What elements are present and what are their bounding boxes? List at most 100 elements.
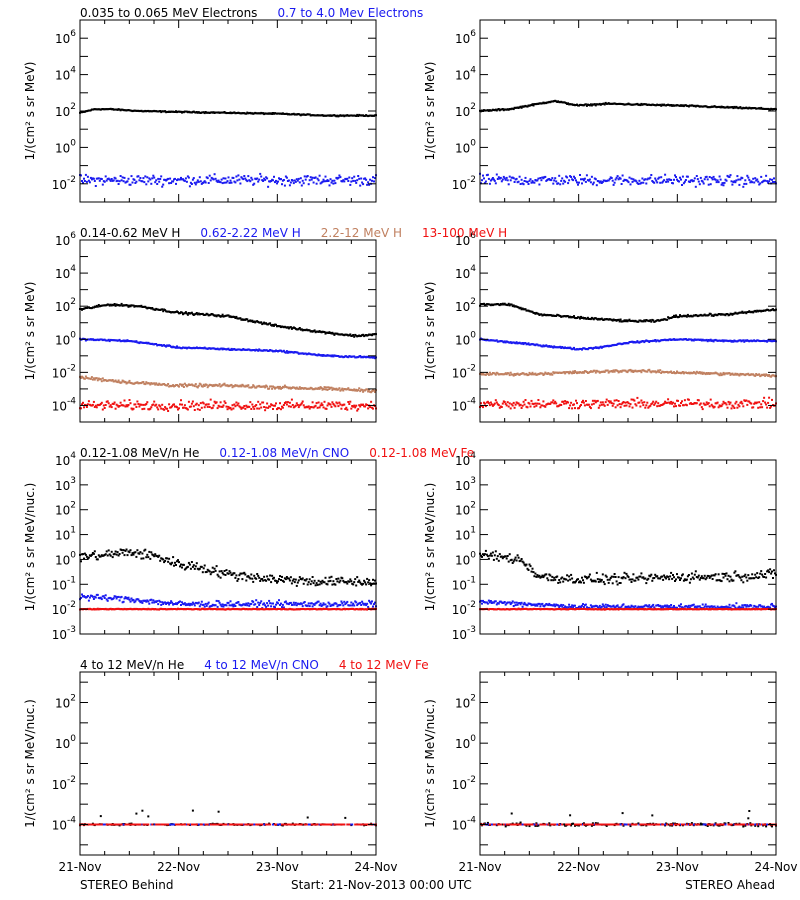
data-point — [305, 578, 308, 581]
data-point — [346, 177, 349, 180]
data-point — [226, 180, 229, 183]
data-point — [253, 385, 256, 388]
data-point — [326, 605, 329, 608]
data-point — [218, 405, 221, 408]
data-point — [625, 404, 628, 407]
data-point — [157, 408, 160, 411]
data-point — [162, 558, 165, 561]
data-point — [278, 407, 280, 410]
data-point — [587, 403, 590, 406]
data-point — [651, 579, 654, 582]
data-point — [612, 369, 615, 372]
data-point — [152, 599, 155, 602]
data-point — [321, 579, 324, 582]
data-point — [221, 182, 224, 185]
data-point — [748, 400, 751, 403]
data-point — [84, 553, 87, 556]
data-point — [507, 560, 510, 563]
data-point — [135, 406, 138, 408]
data-point — [631, 578, 634, 581]
data-point — [512, 374, 515, 377]
data-point — [186, 408, 189, 411]
data-point — [321, 604, 324, 607]
data-point — [578, 316, 580, 319]
data-point — [332, 403, 335, 405]
data-point — [303, 601, 306, 603]
data-point — [510, 558, 513, 561]
data-point — [217, 179, 220, 182]
data-point — [706, 178, 709, 181]
data-point — [236, 404, 239, 407]
data-point — [80, 407, 82, 410]
data-point — [330, 405, 333, 408]
y-tick-label: 10-2 — [452, 175, 476, 192]
data-point — [623, 404, 626, 407]
y-tick-label: 100 — [55, 138, 76, 155]
data-point — [256, 407, 259, 410]
y-tick-label: 102 — [55, 102, 76, 119]
data-point — [324, 576, 327, 579]
data-point — [199, 402, 202, 405]
data-point — [557, 182, 560, 185]
data-point — [85, 555, 88, 558]
data-point — [287, 179, 290, 182]
data-point — [280, 579, 282, 581]
data-point — [626, 179, 629, 182]
data-point — [167, 601, 170, 604]
data-point — [257, 349, 260, 352]
data-point — [658, 371, 661, 374]
data-point — [754, 177, 757, 180]
data-point — [156, 600, 159, 603]
data-point — [187, 400, 190, 403]
data-point — [559, 345, 562, 348]
data-point — [215, 599, 218, 602]
data-point — [316, 177, 319, 180]
data-point — [574, 370, 576, 373]
data-point — [577, 183, 579, 186]
data-point — [560, 404, 563, 406]
data-point — [550, 579, 553, 582]
data-point — [753, 402, 756, 405]
data-point — [493, 372, 496, 375]
data-point — [247, 175, 250, 178]
data-point — [313, 329, 316, 332]
data-point — [619, 406, 622, 409]
data-point — [637, 183, 640, 185]
data-point — [546, 577, 549, 580]
data-point — [357, 115, 360, 117]
data-point — [571, 577, 574, 580]
data-point — [223, 382, 226, 385]
data-point — [82, 553, 84, 556]
data-point — [665, 180, 668, 183]
data-point — [598, 578, 601, 581]
data-point — [535, 575, 538, 578]
data-point — [528, 179, 531, 182]
data-point — [487, 557, 490, 560]
data-point — [245, 404, 248, 407]
data-point — [268, 387, 271, 390]
data-point — [287, 577, 290, 580]
data-point — [721, 373, 724, 376]
data-point — [716, 314, 719, 317]
data-point — [506, 179, 509, 182]
data-point — [764, 374, 767, 377]
data-point — [235, 315, 238, 318]
data-point — [714, 178, 717, 181]
data-point — [206, 386, 209, 389]
data-point — [359, 184, 362, 187]
data-point — [624, 577, 627, 580]
data-point — [517, 180, 520, 183]
data-point — [599, 180, 602, 183]
data-point — [230, 181, 233, 184]
data-point — [244, 604, 247, 607]
data-point — [151, 307, 154, 309]
data-point — [349, 604, 352, 607]
data-point — [286, 326, 289, 329]
data-point — [118, 405, 121, 407]
data-point — [373, 603, 375, 606]
data-point — [316, 406, 319, 409]
data-point — [311, 576, 314, 578]
data-point — [315, 582, 318, 585]
data-point — [513, 406, 516, 409]
data-point — [345, 581, 348, 584]
